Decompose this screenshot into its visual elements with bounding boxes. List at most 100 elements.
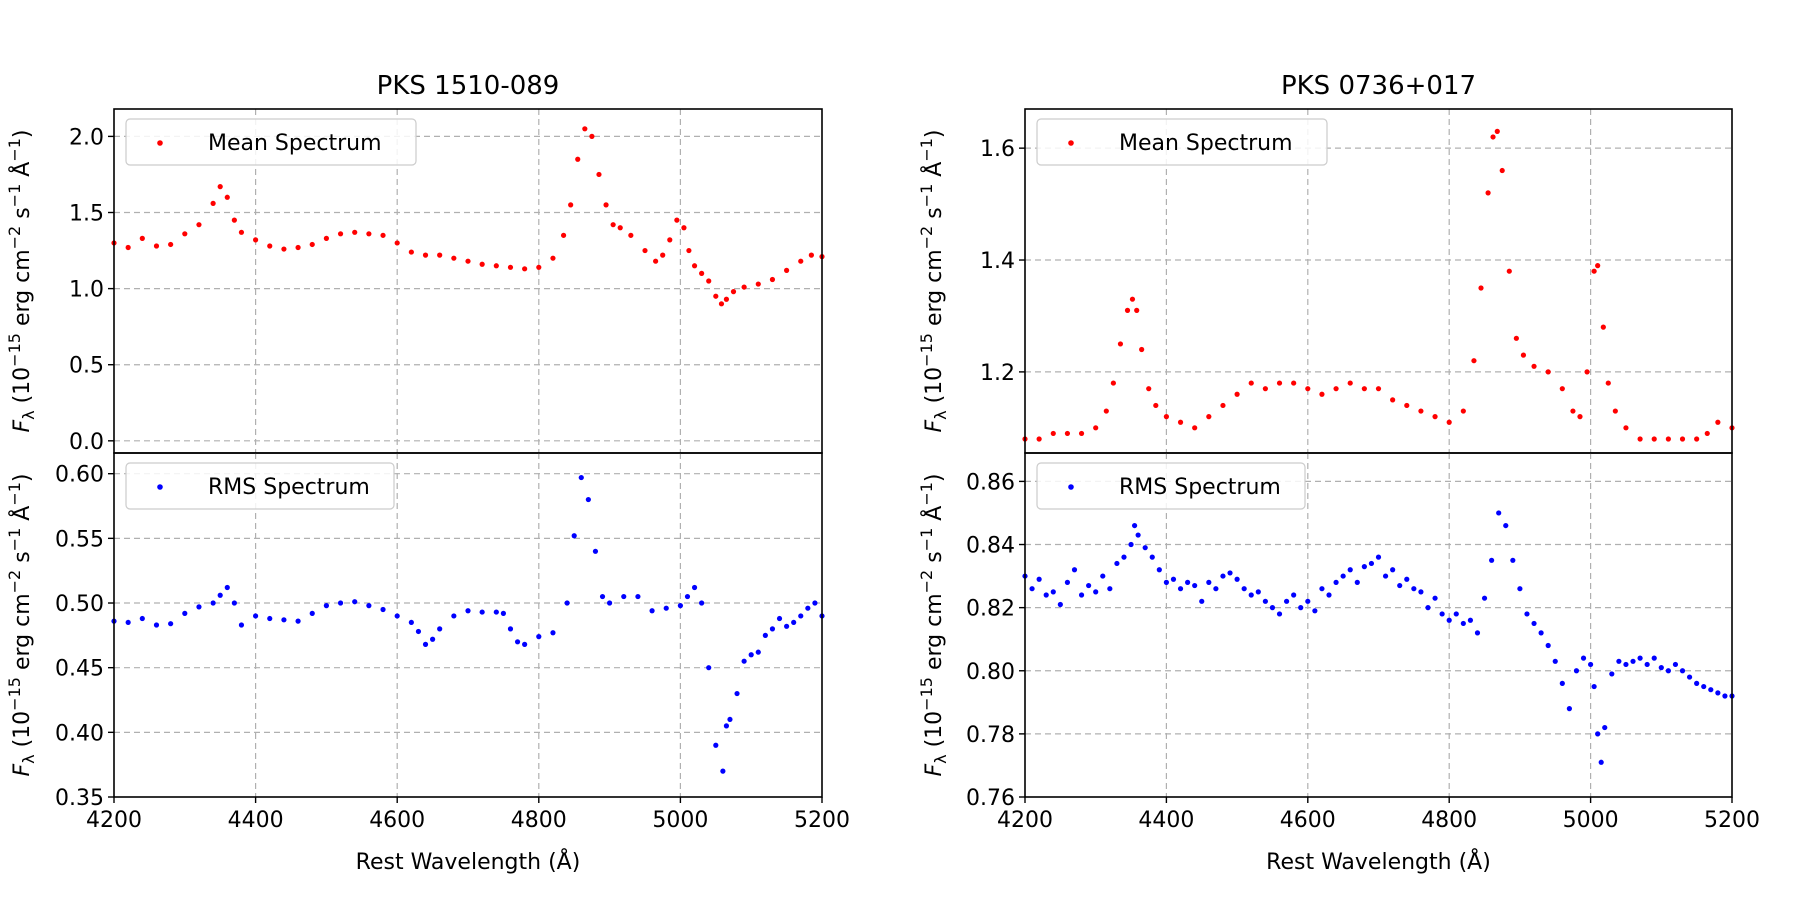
data-point [1029,586,1035,592]
data-point [196,604,202,610]
chart-title: PKS 0736+017 [1281,71,1476,101]
y-axis-label: Fλ (10−15 erg cm−2 s−1 Å−1) [5,129,38,432]
data-point [1064,430,1071,437]
x-tick-label: 4200 [86,808,142,833]
y-tick-label: 1.5 [69,202,104,227]
data-point [1595,263,1601,269]
data-point [1658,665,1664,671]
legend-box [1036,118,1328,166]
data-point [1404,402,1410,409]
data-point [465,608,471,614]
data-point [1584,369,1590,375]
data-point [1418,589,1424,595]
data-point [596,171,602,178]
data-point [1467,617,1474,623]
data-point [281,617,287,623]
data-point [610,222,616,228]
legend-box [1036,462,1306,510]
y-tick-label: 0.84 [966,534,1015,559]
y-tick-label: 0.5 [69,354,104,379]
data-point [210,200,216,206]
data-point [1496,510,1502,516]
data-point [168,621,174,627]
data-point [674,217,680,223]
data-point [691,584,698,591]
data-point [798,613,804,619]
data-point [1291,592,1297,598]
data-point [684,593,691,600]
data-point [599,593,606,600]
data-point [1220,402,1226,409]
data-point [1227,570,1233,576]
data-point [1460,408,1466,414]
data-point [603,202,609,208]
legend-label: Mean Spectrum [208,131,382,156]
data-point [1390,567,1396,573]
data-point [1206,414,1212,420]
data-point [1319,586,1325,592]
data-point [430,636,436,642]
data-point [1672,661,1679,668]
data-point [1460,620,1466,627]
data-point [493,263,499,269]
data-point [1248,592,1254,598]
data-point [723,723,730,729]
data-point [741,658,747,664]
data-point [153,243,160,249]
data-point [784,267,790,273]
data-point [153,622,160,628]
data-point [1531,620,1537,627]
legend-label: Mean Spectrum [1119,131,1293,156]
data-point [1446,617,1452,623]
data-point [1110,380,1116,386]
data-point [1319,391,1325,397]
data-point [536,264,542,270]
data-point [1134,307,1140,313]
data-point [522,266,528,272]
data-point [1531,363,1537,369]
data-point [1149,554,1155,560]
data-point [1305,386,1311,392]
data-point [1623,425,1629,431]
y-axis-label: Fλ (10−15 erg cm−2 s−1 Å−1) [917,129,950,432]
data-point [1043,592,1049,598]
data-point [1071,567,1078,573]
data-point [1418,408,1424,414]
data-point [1375,554,1382,560]
x-tick-label: 4600 [1280,808,1336,833]
data-point [663,605,669,611]
x-tick-label: 5200 [794,808,850,833]
data-point [1262,598,1268,604]
data-point [1566,706,1572,712]
data-point [1602,724,1608,731]
data-point [1679,436,1686,442]
data-point [1347,567,1353,573]
x-tick-label: 4400 [1138,808,1194,833]
data-point [1129,296,1136,302]
x-tick-label: 4800 [511,808,567,833]
data-point [352,599,358,605]
data-point [699,270,705,276]
data-point [681,225,687,231]
chart-1: PKS 1510-089 0.0 0.5 1.0 1.5 2.0 Fλ (10−15 erg… [5,71,850,875]
y-tick-label: 0.50 [55,592,104,617]
data-point [677,603,684,609]
data-point [217,184,223,190]
data-point [1524,611,1530,617]
legend-box [125,118,417,166]
data-point [267,243,273,249]
data-point [253,237,259,243]
data-point [1298,605,1304,611]
legend-marker [1068,484,1074,490]
data-point [1153,402,1159,409]
data-point [238,229,245,235]
data-point [394,240,400,246]
data-point [309,241,315,248]
data-point [437,626,443,632]
data-point [1368,560,1375,567]
data-point [139,615,145,622]
data-point [1192,582,1198,589]
data-point [1701,683,1707,690]
rms-spectrum-points [111,474,825,774]
data-point [1283,598,1290,604]
